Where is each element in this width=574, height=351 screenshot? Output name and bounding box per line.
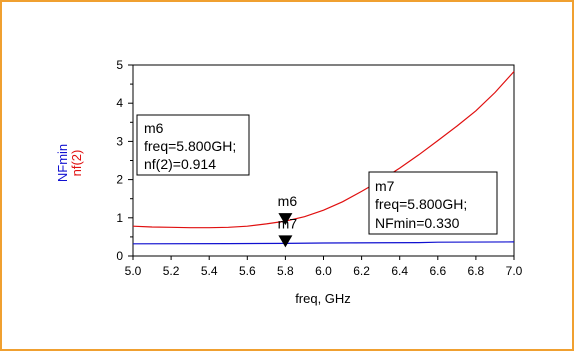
series-line-nf-2- bbox=[132, 71, 515, 229]
marker-readout-m7: m7 freq=5.800GH; NFmin=0.330 bbox=[368, 171, 498, 235]
marker-readout-value: NFmin=0.330 bbox=[375, 215, 460, 231]
x-tick-label: 6.6 bbox=[429, 264, 446, 278]
y-axis-label-nfmin: NFmin bbox=[55, 144, 70, 182]
x-tick-label: 6.4 bbox=[391, 264, 408, 278]
marker-readout-name: m7 bbox=[375, 178, 395, 194]
marker-readout-box bbox=[136, 114, 250, 176]
x-tick-label: 5.0 bbox=[125, 264, 142, 278]
x-tick-label: 7.0 bbox=[506, 264, 523, 278]
marker-m7-label: m7 bbox=[278, 215, 298, 231]
y-axis: 0 1 2 3 4 5 bbox=[116, 58, 133, 263]
y-tick-label: 2 bbox=[116, 173, 123, 187]
marker-readout-m6: m6 freq=5.800GH; nf(2)=0.914 bbox=[136, 114, 250, 176]
marker-readout-value: nf(2)=0.914 bbox=[144, 156, 216, 172]
x-tick-label: 5.6 bbox=[239, 264, 256, 278]
series-line-nfmin bbox=[132, 241, 515, 245]
x-tick-label: 6.2 bbox=[353, 264, 370, 278]
series-layer bbox=[132, 71, 515, 245]
x-axis-label: freq, GHz bbox=[295, 291, 351, 306]
marker-readout-freq: freq=5.800GH; bbox=[144, 138, 236, 154]
y-axis-labels: NFmin nf(2) bbox=[55, 144, 84, 182]
plot-area: 5.0 5.2 5.4 5.6 5.8 6.0 6.2 6.4 6.6 6.8 7.0 0 1 2 3 4 5… bbox=[116, 58, 522, 278]
marker-readout-box bbox=[368, 171, 498, 235]
marker-readout-freq: freq=5.800GH; bbox=[375, 196, 467, 212]
y-tick-label: 4 bbox=[116, 96, 123, 110]
x-tick-label: 5.8 bbox=[277, 264, 294, 278]
marker-readout-name: m6 bbox=[144, 120, 164, 136]
x-tick-label: 6.8 bbox=[468, 264, 485, 278]
marker-m6-label: m6 bbox=[278, 193, 298, 209]
x-axis: 5.0 5.2 5.4 5.6 5.8 6.0 6.2 6.4 6.6 6.8 7.0 bbox=[125, 256, 523, 278]
y-axis-label-nf2: nf(2) bbox=[69, 150, 84, 177]
x-tick-label: 5.2 bbox=[163, 264, 180, 278]
x-tick-label: 5.4 bbox=[201, 264, 218, 278]
y-tick-label: 5 bbox=[116, 58, 123, 72]
marker-m7-triangle[interactable] bbox=[278, 235, 293, 248]
y-tick-label: 1 bbox=[116, 211, 123, 225]
x-tick-label: 6.0 bbox=[315, 264, 332, 278]
marker-m6-triangle[interactable] bbox=[278, 213, 293, 226]
y-tick-label: 0 bbox=[116, 249, 123, 263]
y-tick-label: 3 bbox=[116, 134, 123, 148]
